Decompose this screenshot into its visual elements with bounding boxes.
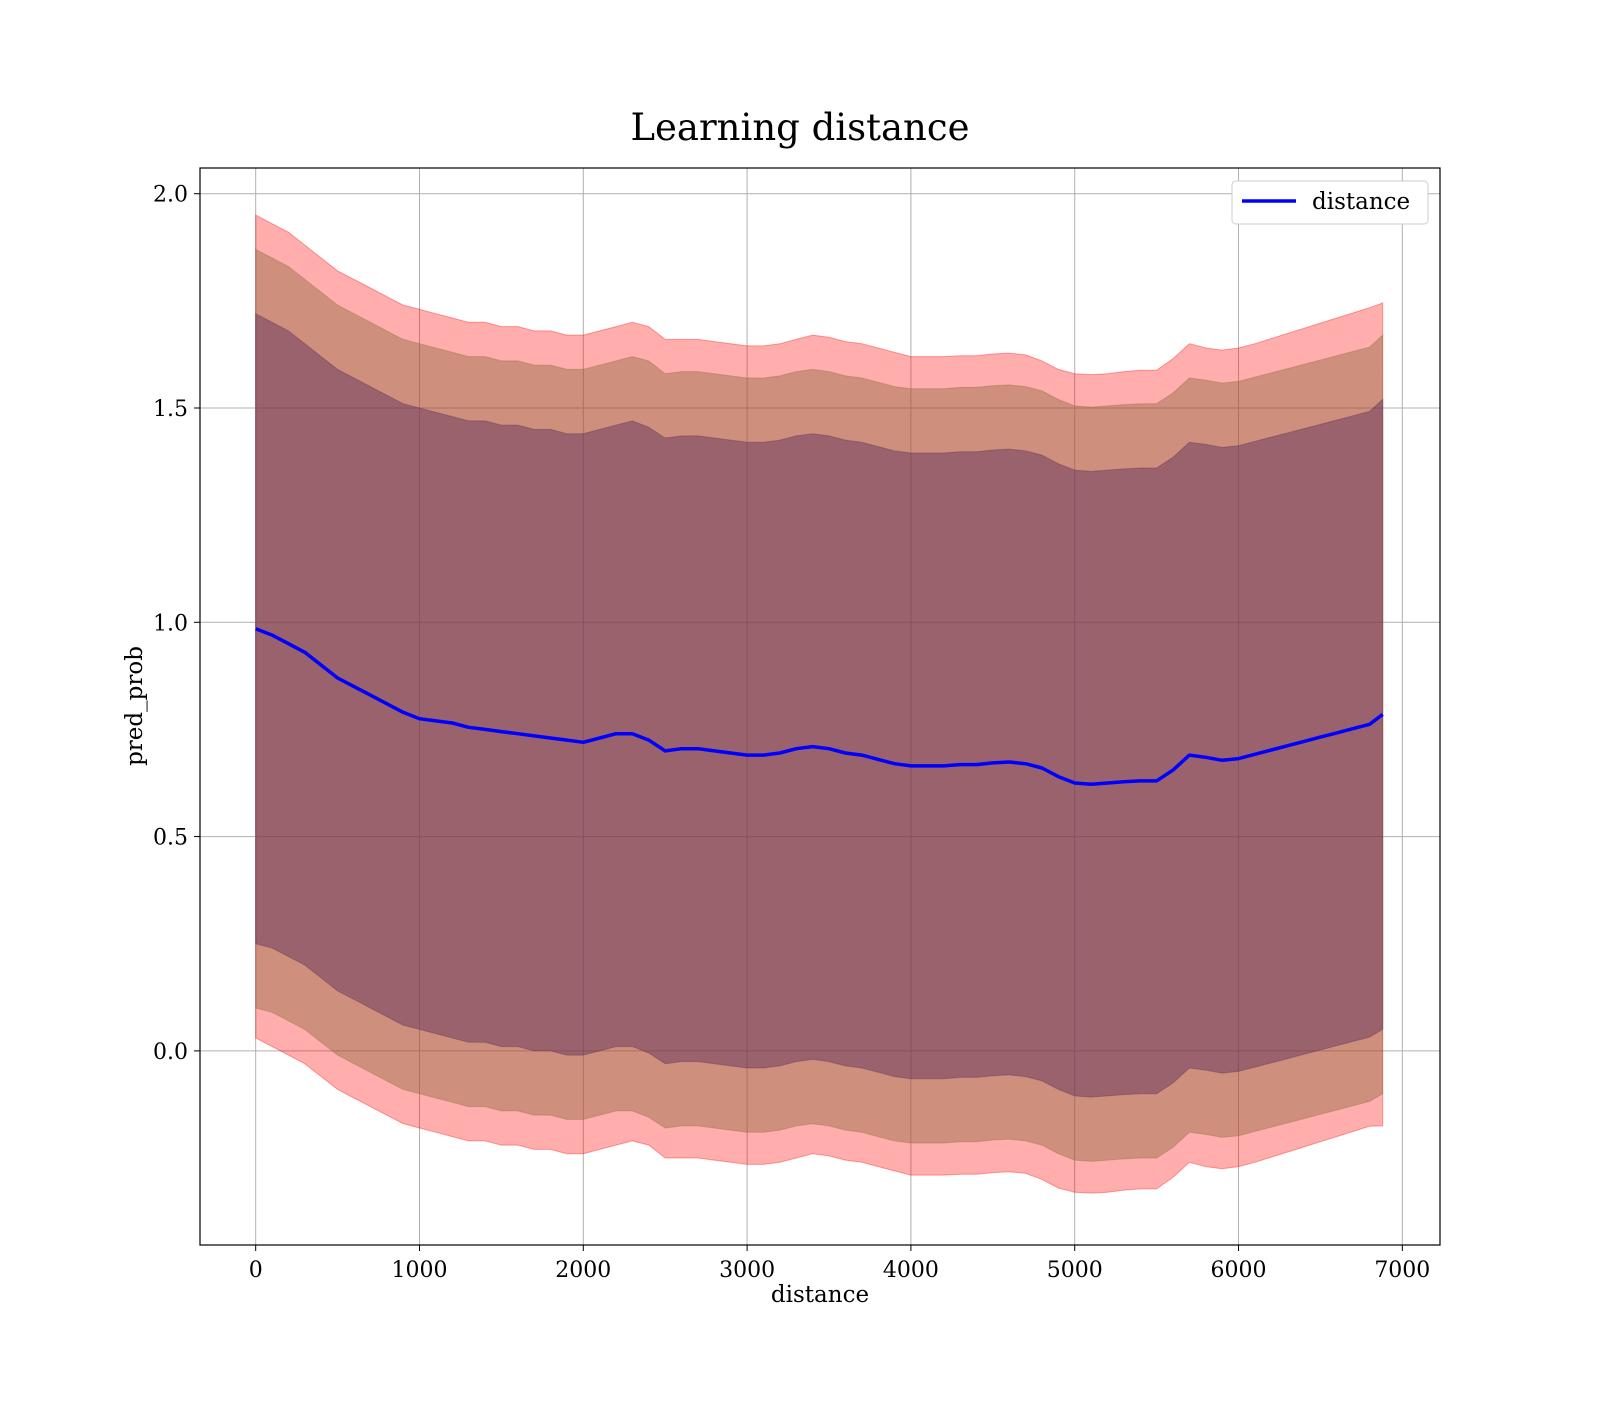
y-tick-label: 1.5 bbox=[153, 397, 188, 422]
y-tick-label: 0.5 bbox=[153, 826, 188, 851]
x-tick-label: 0 bbox=[249, 1258, 263, 1283]
chart-title: Learning distance bbox=[630, 106, 969, 149]
x-tick-label: 7000 bbox=[1374, 1258, 1430, 1283]
x-axis-label: distance bbox=[771, 1282, 869, 1308]
confidence-band-3 bbox=[255, 312, 1384, 1098]
x-tick-label: 1000 bbox=[391, 1258, 447, 1283]
confidence-band-2 bbox=[255, 248, 1384, 1162]
x-tick-label: 3000 bbox=[719, 1258, 775, 1283]
series-lines bbox=[255, 627, 1384, 787]
x-tick-label: 2000 bbox=[555, 1258, 611, 1283]
legend-label-distance: distance bbox=[1312, 189, 1410, 215]
y-tick-label: 0.0 bbox=[153, 1040, 188, 1065]
y-axis-label: pred_prob bbox=[122, 646, 148, 766]
confidence-bands bbox=[255, 214, 1384, 1194]
legend: distance bbox=[1231, 180, 1429, 225]
y-axis-ticks: 0.0 0.5 1.0 1.5 2.0 bbox=[153, 183, 200, 1065]
x-tick-label: 4000 bbox=[883, 1258, 939, 1283]
series-line-1 bbox=[255, 627, 1384, 787]
plot-frame bbox=[199, 167, 1441, 1246]
x-axis-ticks: 0 1000 2000 3000 4000 5000 6000 7000 bbox=[249, 1245, 1430, 1283]
x-tick-label: 5000 bbox=[1047, 1258, 1103, 1283]
confidence-band-1 bbox=[255, 214, 1384, 1194]
y-tick-label: 1.0 bbox=[153, 611, 188, 636]
y-tick-label: 2.0 bbox=[153, 183, 188, 208]
legend-box bbox=[1231, 180, 1429, 225]
x-tick-label: 6000 bbox=[1211, 1258, 1267, 1283]
